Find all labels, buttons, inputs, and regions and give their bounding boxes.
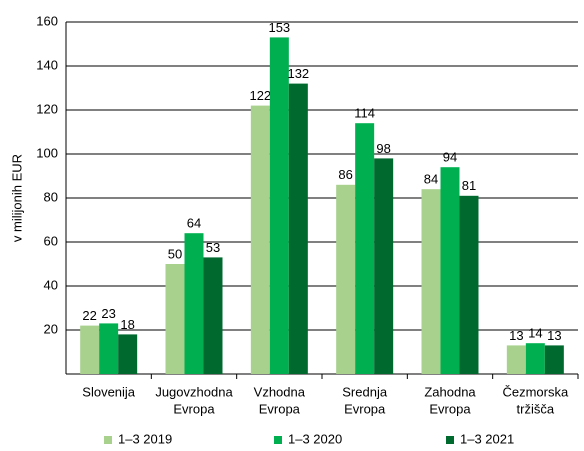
x-tick-label: Evropa [173, 401, 215, 416]
x-tick-label: Evropa [429, 401, 471, 416]
bar [165, 264, 185, 374]
value-label: 153 [268, 20, 290, 35]
bar [250, 105, 270, 374]
value-label: 13 [509, 328, 523, 343]
value-label: 13 [547, 328, 561, 343]
bar [421, 189, 441, 374]
value-label: 64 [187, 216, 201, 231]
bar [288, 83, 308, 374]
value-label: 23 [101, 306, 115, 321]
bar [459, 195, 479, 374]
x-tick-label: Čezmorska [502, 384, 569, 399]
bar [99, 323, 119, 374]
x-tick-label: Evropa [259, 401, 301, 416]
y-tick-label: 140 [36, 57, 58, 72]
x-tick-label: Slovenija [82, 384, 136, 399]
legend-label: 1–3 2020 [288, 431, 342, 446]
bar [374, 158, 394, 374]
bar [80, 325, 100, 374]
value-label: 81 [462, 178, 476, 193]
bar [525, 343, 545, 374]
value-label: 86 [338, 167, 352, 182]
x-tick-label: Srednja [342, 384, 388, 399]
x-tick-label: tržišča [517, 401, 555, 416]
value-label: 98 [376, 141, 390, 156]
value-label: 132 [287, 66, 309, 81]
y-tick-label: 160 [36, 13, 58, 28]
legend-label: 1–3 2019 [118, 431, 172, 446]
bar [203, 257, 223, 374]
x-tick-label: Jugovzhodna [155, 384, 233, 399]
bar [336, 184, 356, 374]
value-label: 50 [168, 246, 182, 261]
bar [184, 233, 204, 374]
legend-swatch [274, 436, 282, 444]
value-label: 94 [443, 150, 457, 165]
y-axis-label: v milijonih EUR [9, 154, 24, 242]
legend-swatch [446, 436, 454, 444]
value-label: 14 [528, 326, 542, 341]
y-tick-label: 60 [44, 233, 58, 248]
bar [355, 123, 375, 374]
value-label: 18 [120, 317, 134, 332]
legend-swatch [104, 436, 112, 444]
value-label: 53 [206, 240, 220, 255]
value-label: 114 [354, 106, 375, 121]
x-tick-label: Evropa [344, 401, 386, 416]
value-label: 22 [82, 308, 96, 323]
bar [118, 334, 138, 374]
value-label: 84 [424, 172, 438, 187]
value-label: 122 [249, 88, 271, 103]
x-tick-label: Zahodna [424, 384, 476, 399]
y-tick-label: 120 [36, 101, 58, 116]
bar [269, 37, 289, 375]
y-tick-label: 40 [44, 277, 58, 292]
x-tick-label: Vzhodna [254, 384, 306, 399]
y-tick-label: 100 [36, 145, 58, 160]
bar [506, 345, 526, 374]
y-tick-label: 20 [44, 321, 58, 336]
bar [440, 167, 460, 374]
bar [544, 345, 564, 374]
legend-label: 1–3 2021 [460, 431, 514, 446]
y-tick-label: 80 [44, 189, 58, 204]
